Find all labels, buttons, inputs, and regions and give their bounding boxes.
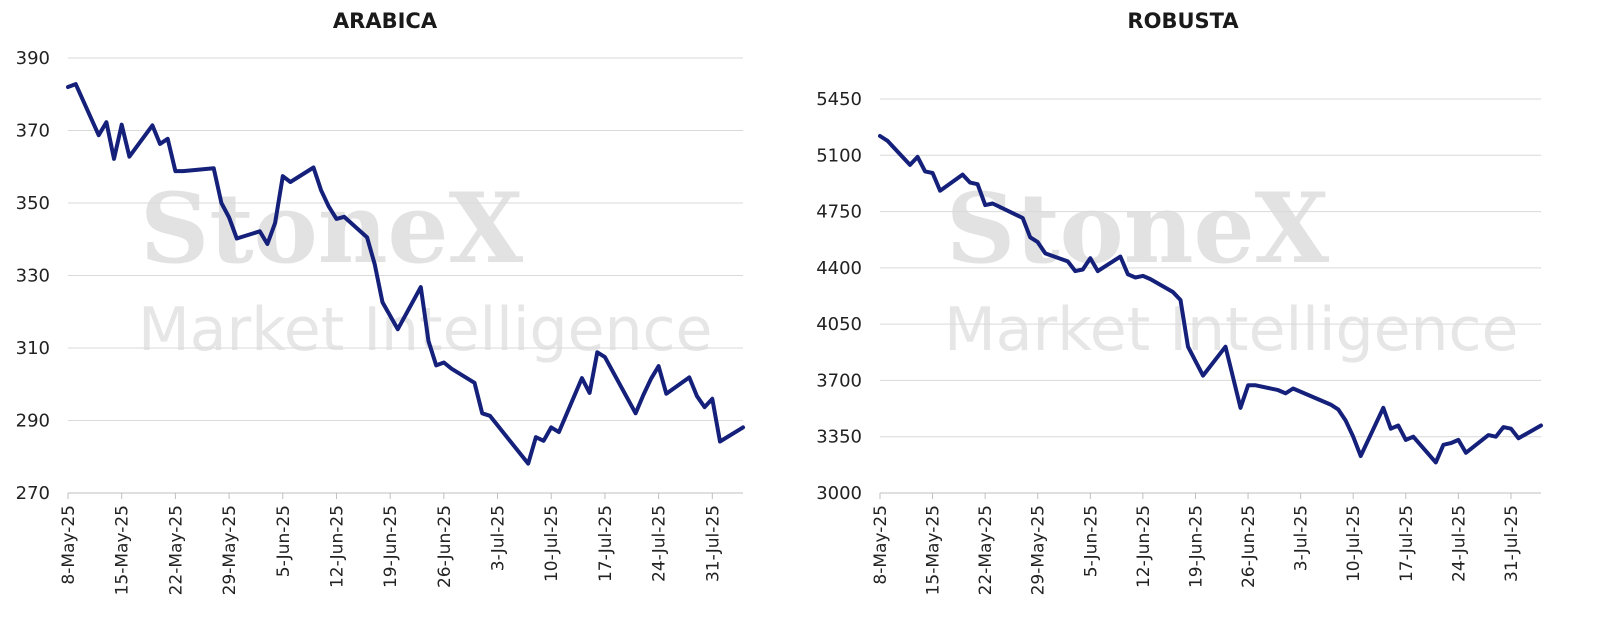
x-tick-label: 19-Jun-25 — [381, 505, 401, 588]
series-line — [66, 82, 745, 466]
x-tick-label: 17-Jul-25 — [1397, 505, 1417, 582]
x-tick-label: 8-May-25 — [871, 505, 891, 585]
robusta-gridlines — [880, 98, 1541, 438]
x-tick-label: 29-May-25 — [1029, 505, 1049, 595]
x-tick-label: 5-Jun-25 — [1081, 505, 1101, 577]
y-tick-label: 350 — [16, 193, 50, 214]
series-line — [878, 134, 1543, 465]
x-tick-label: 31-Jul-25 — [703, 505, 723, 582]
y-tick-label: 330 — [16, 266, 50, 287]
x-tick-label: 5-Jun-25 — [274, 505, 294, 577]
x-tick-label: 26-Jun-25 — [435, 505, 455, 588]
x-tick-label: 3-Jul-25 — [1292, 505, 1312, 571]
y-tick-label: 390 — [16, 48, 50, 69]
robusta-chart-panel: StoneX Market Intelligence ROBUSTA 30003… — [816, 9, 1543, 595]
arabica-chart-panel: StoneX Market Intelligence ARABICA 27029… — [16, 9, 745, 595]
x-tick-label: 3-Jul-25 — [489, 505, 509, 571]
watermark-brand: StoneX — [946, 172, 1330, 285]
x-tick-label: 29-May-25 — [220, 505, 240, 595]
y-tick-label: 310 — [16, 338, 50, 359]
y-tick-label: 5100 — [816, 145, 862, 166]
y-tick-label: 3350 — [816, 427, 862, 448]
x-tick-label: 10-Jul-25 — [1344, 505, 1364, 582]
robusta-y-axis: 3000 3350 3700 4050 4400 4750 5100 5450 — [816, 89, 862, 504]
y-tick-label: 3700 — [816, 370, 862, 391]
arabica-chart-title: ARABICA — [333, 9, 438, 33]
x-tick-label: 12-Jun-25 — [1134, 505, 1154, 588]
watermark-subtitle: Market Intelligence — [944, 295, 1518, 365]
x-tick-label: 26-Jun-25 — [1239, 505, 1259, 588]
y-tick-label: 270 — [16, 483, 50, 504]
x-tick-label: 24-Jul-25 — [1449, 505, 1469, 582]
arabica-y-axis: 270 290 310 330 350 370 390 — [16, 48, 50, 504]
y-tick-label: 5450 — [816, 89, 862, 110]
arabica-plot-area — [66, 82, 745, 466]
x-tick-label: 22-May-25 — [166, 505, 186, 595]
robusta-plot-area — [878, 134, 1543, 465]
x-tick-label: 17-Jul-25 — [596, 505, 616, 582]
robusta-x-tick-labels: 8-May-25 15-May-25 22-May-25 29-May-25 5-Jun… — [871, 505, 1522, 595]
x-tick-label: 15-May-25 — [113, 505, 133, 595]
y-tick-label: 370 — [16, 121, 50, 142]
arabica-x-axis — [67, 492, 743, 499]
y-tick-label: 4750 — [816, 202, 862, 223]
x-tick-label: 31-Jul-25 — [1502, 505, 1522, 582]
y-tick-label: 3000 — [816, 483, 862, 504]
y-tick-label: 4050 — [816, 314, 862, 335]
arabica-gridlines — [68, 57, 743, 421]
arabica-x-tick-labels: 8-May-25 15-May-25 22-May-25 29-May-25 5-Jun… — [59, 505, 723, 595]
y-tick-label: 4400 — [816, 258, 862, 279]
x-tick-label: 19-Jun-25 — [1186, 505, 1206, 588]
y-tick-label: 290 — [16, 411, 50, 432]
robusta-chart-title: ROBUSTA — [1127, 9, 1239, 33]
x-tick-label: 15-May-25 — [924, 505, 944, 595]
x-tick-label: 24-Jul-25 — [650, 505, 670, 582]
robusta-x-axis — [879, 492, 1541, 499]
x-tick-label: 12-Jun-25 — [327, 505, 347, 588]
watermark-brand: StoneX — [140, 172, 524, 285]
x-tick-label: 10-Jul-25 — [542, 505, 562, 582]
x-tick-label: 8-May-25 — [59, 505, 79, 585]
x-tick-label: 22-May-25 — [976, 505, 996, 595]
